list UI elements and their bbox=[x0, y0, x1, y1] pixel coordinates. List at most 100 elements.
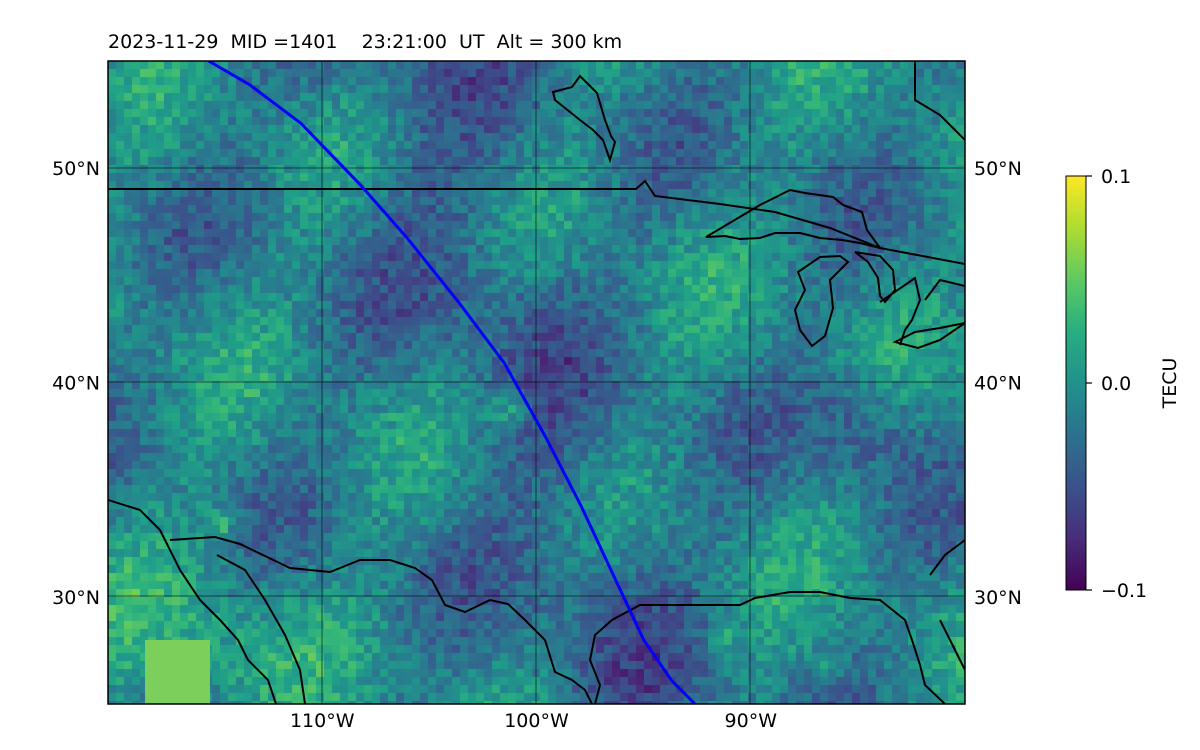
heatmap-cell bbox=[932, 237, 941, 246]
heatmap-cell bbox=[636, 285, 645, 294]
heatmap-cell bbox=[444, 237, 453, 246]
heatmap-cell bbox=[316, 253, 325, 262]
heatmap-cell bbox=[388, 365, 397, 374]
heatmap-cell bbox=[668, 61, 677, 70]
heatmap-cell bbox=[684, 381, 693, 390]
heatmap-cell bbox=[444, 413, 453, 422]
heatmap-cell bbox=[252, 293, 261, 302]
heatmap-cell bbox=[308, 133, 317, 142]
heatmap-cell bbox=[228, 109, 237, 118]
heatmap-cell bbox=[140, 253, 149, 262]
heatmap-cell bbox=[844, 221, 853, 230]
heatmap-cell bbox=[444, 205, 453, 214]
heatmap-cell bbox=[284, 421, 293, 430]
heatmap-cell bbox=[812, 293, 821, 302]
heatmap-cell bbox=[260, 293, 269, 302]
heatmap-cell bbox=[428, 101, 437, 110]
heatmap-cell bbox=[500, 133, 509, 142]
heatmap-cell bbox=[212, 317, 221, 326]
heatmap-cell bbox=[676, 237, 685, 246]
heatmap-cell bbox=[652, 245, 661, 254]
heatmap-cell bbox=[332, 357, 341, 366]
heatmap-cell bbox=[812, 333, 821, 342]
heatmap-cell bbox=[308, 213, 317, 222]
heatmap-cell bbox=[892, 269, 901, 278]
heatmap-cell bbox=[636, 125, 645, 134]
heatmap-cell bbox=[676, 269, 685, 278]
heatmap-cell bbox=[868, 109, 877, 118]
heatmap-cell bbox=[388, 277, 397, 286]
heatmap-cell bbox=[172, 213, 181, 222]
heatmap-cell bbox=[268, 229, 277, 238]
heatmap-cell bbox=[188, 213, 197, 222]
heatmap-cell bbox=[836, 125, 845, 134]
heatmap-cell bbox=[636, 413, 645, 422]
heatmap-cell bbox=[212, 109, 221, 118]
heatmap-cell bbox=[900, 317, 909, 326]
heatmap-cell bbox=[212, 429, 221, 438]
heatmap-cell bbox=[540, 61, 549, 70]
heatmap-cell bbox=[268, 277, 277, 286]
heatmap-cell bbox=[916, 141, 925, 150]
heatmap-cell bbox=[564, 77, 573, 86]
heatmap-cell bbox=[684, 173, 693, 182]
heatmap-cell bbox=[756, 101, 765, 110]
heatmap-cell bbox=[148, 109, 157, 118]
heatmap-cell bbox=[644, 205, 653, 214]
heatmap-cell bbox=[236, 189, 245, 198]
heatmap-cell bbox=[300, 341, 309, 350]
heatmap-cell bbox=[316, 101, 325, 110]
heatmap-cell bbox=[140, 109, 149, 118]
heatmap-cell bbox=[164, 141, 173, 150]
heatmap-cell bbox=[948, 421, 957, 430]
heatmap-cell bbox=[220, 269, 229, 278]
heatmap-cell bbox=[732, 61, 741, 70]
heatmap-cell bbox=[940, 237, 949, 246]
heatmap-cell bbox=[828, 389, 837, 398]
heatmap-cell bbox=[396, 277, 405, 286]
heatmap-cell bbox=[932, 253, 941, 262]
heatmap-cell bbox=[452, 373, 461, 382]
heatmap-cell bbox=[164, 85, 173, 94]
heatmap-cell bbox=[452, 61, 461, 70]
heatmap-cell bbox=[428, 341, 437, 350]
heatmap-cell bbox=[132, 149, 141, 158]
heatmap-cell bbox=[468, 293, 477, 302]
heatmap-cell bbox=[308, 173, 317, 182]
heatmap-cell bbox=[668, 277, 677, 286]
heatmap-cell bbox=[852, 125, 861, 134]
heatmap-cell bbox=[876, 357, 885, 366]
heatmap-cell bbox=[684, 205, 693, 214]
heatmap-cell bbox=[948, 405, 957, 414]
heatmap-cell bbox=[588, 405, 597, 414]
heatmap-cell bbox=[476, 189, 485, 198]
heatmap-cell bbox=[644, 349, 653, 358]
heatmap-cell bbox=[284, 277, 293, 286]
heatmap-cell bbox=[212, 261, 221, 270]
heatmap-cell bbox=[420, 381, 429, 390]
heatmap-cell bbox=[108, 349, 117, 358]
heatmap-cell bbox=[596, 141, 605, 150]
heatmap-cell bbox=[892, 221, 901, 230]
heatmap-cell bbox=[660, 421, 669, 430]
heatmap-cell bbox=[700, 117, 709, 126]
heatmap-cell bbox=[716, 181, 725, 190]
heatmap-cell bbox=[900, 165, 909, 174]
heatmap-cell bbox=[452, 261, 461, 270]
heatmap-cell bbox=[892, 285, 901, 294]
heatmap-cell bbox=[308, 125, 317, 134]
heatmap-cell bbox=[180, 389, 189, 398]
heatmap-cell bbox=[516, 77, 525, 86]
heatmap-cell bbox=[292, 325, 301, 334]
heatmap-cell bbox=[572, 133, 581, 142]
heatmap-cell bbox=[172, 405, 181, 414]
heatmap-cell bbox=[620, 309, 629, 318]
heatmap-cell bbox=[724, 125, 733, 134]
heatmap-cell bbox=[956, 117, 965, 126]
heatmap-cell bbox=[788, 405, 797, 414]
heatmap-cell bbox=[812, 269, 821, 278]
heatmap-cell bbox=[220, 133, 229, 142]
heatmap-cell bbox=[612, 237, 621, 246]
heatmap-cell bbox=[708, 77, 717, 86]
heatmap-cell bbox=[476, 69, 485, 78]
